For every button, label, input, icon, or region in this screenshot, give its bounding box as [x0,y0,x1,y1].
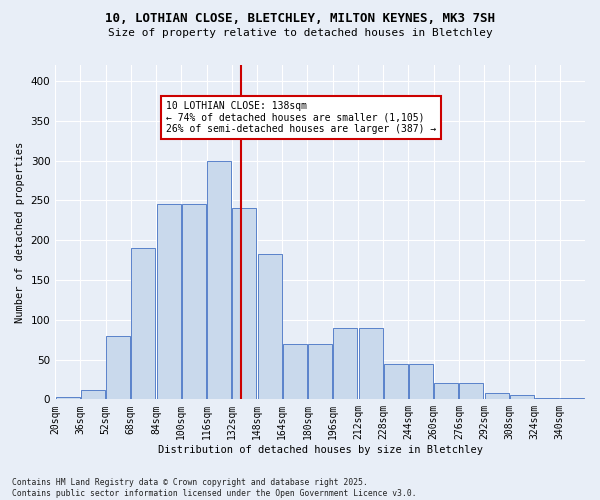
Bar [182,204,206,400]
Bar [359,328,383,400]
Bar [434,384,458,400]
Bar [334,328,357,400]
Bar [510,396,534,400]
Text: 10, LOTHIAN CLOSE, BLETCHLEY, MILTON KEYNES, MK3 7SH: 10, LOTHIAN CLOSE, BLETCHLEY, MILTON KEY… [105,12,495,26]
Bar [131,248,155,400]
Bar [560,398,584,400]
Bar [485,393,509,400]
Text: Contains HM Land Registry data © Crown copyright and database right 2025.
Contai: Contains HM Land Registry data © Crown c… [12,478,416,498]
Text: Size of property relative to detached houses in Bletchley: Size of property relative to detached ho… [107,28,493,38]
Bar [106,336,130,400]
X-axis label: Distribution of detached houses by size in Bletchley: Distribution of detached houses by size … [158,445,482,455]
Y-axis label: Number of detached properties: Number of detached properties [15,142,25,323]
Bar [409,364,433,400]
Bar [384,364,408,400]
Bar [56,397,80,400]
Bar [81,390,105,400]
Bar [157,204,181,400]
Bar [460,384,484,400]
Bar [535,398,559,400]
Bar [232,208,256,400]
Bar [308,344,332,400]
Bar [257,254,281,400]
Bar [207,160,231,400]
Bar [283,344,307,400]
Text: 10 LOTHIAN CLOSE: 138sqm
← 74% of detached houses are smaller (1,105)
26% of sem: 10 LOTHIAN CLOSE: 138sqm ← 74% of detach… [166,101,436,134]
